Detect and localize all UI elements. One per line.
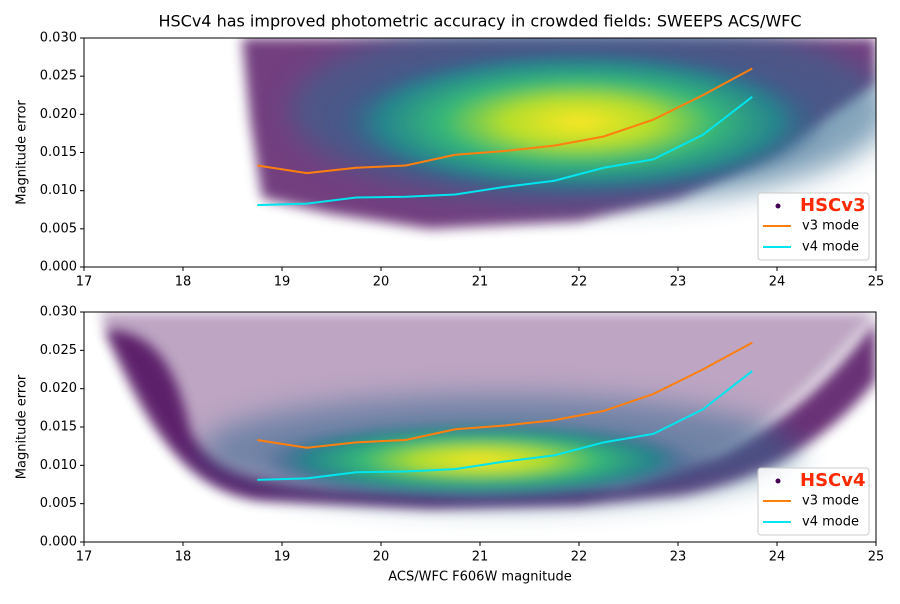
- x-tick-label: 23: [670, 550, 687, 565]
- series-line: [257, 341, 753, 449]
- legend-marker: [775, 478, 781, 484]
- legend-box: [757, 467, 870, 536]
- x-tick-label: 24: [769, 550, 786, 565]
- x-tick-label: 24: [769, 275, 786, 290]
- legend-marker: [775, 203, 781, 209]
- y-tick-label: 0.015: [40, 420, 77, 435]
- x-tick-label: 20: [373, 275, 390, 290]
- y-axis-label: Magnitude error: [15, 374, 30, 479]
- x-tick-label: 25: [868, 275, 885, 290]
- axes-frame: [83, 311, 877, 543]
- x-tick-label: 18: [175, 275, 192, 290]
- x-tick-label: 20: [373, 550, 390, 565]
- legend-label: v3 mode: [802, 219, 859, 234]
- legend-box: [757, 192, 870, 261]
- x-tick-label: 22: [571, 275, 588, 290]
- y-tick-label: 0.025: [40, 69, 77, 84]
- y-tick-label: 0.005: [40, 496, 77, 511]
- y-tick-label: 0.020: [40, 381, 77, 396]
- y-tick-label: 0.000: [40, 535, 77, 550]
- x-tick-label: 21: [472, 275, 489, 290]
- x-tick-label: 17: [76, 550, 93, 565]
- chart-title: HSCv4 has improved photometric accuracy …: [158, 12, 801, 31]
- y-tick-label: 0.030: [40, 31, 77, 46]
- y-tick-label: 0.010: [40, 458, 77, 473]
- x-tick-label: 23: [670, 275, 687, 290]
- x-tick-label: 19: [274, 550, 291, 565]
- series-line: [257, 95, 753, 207]
- y-tick-label: 0.015: [40, 145, 77, 160]
- y-axis-label: Magnitude error: [15, 100, 30, 205]
- x-tick-label: 21: [472, 550, 489, 565]
- legend-label: v3 mode: [802, 494, 859, 509]
- x-tick-label: 25: [868, 550, 885, 565]
- y-tick-label: 0.010: [40, 183, 77, 198]
- legend-label: v4 mode: [802, 515, 859, 530]
- x-tick-label: 18: [175, 550, 192, 565]
- x-tick-label: 17: [76, 275, 93, 290]
- legend-label: v4 mode: [802, 240, 859, 255]
- series-line: [257, 67, 753, 175]
- y-tick-label: 0.005: [40, 221, 77, 236]
- legend-label: HSCv3: [800, 195, 866, 216]
- y-tick-label: 0.025: [40, 343, 77, 358]
- y-tick-label: 0.030: [40, 305, 77, 320]
- axes-frame: [83, 37, 877, 268]
- legend-label: HSCv4: [800, 470, 866, 491]
- series-line: [257, 370, 753, 481]
- y-tick-label: 0.000: [40, 260, 77, 275]
- x-axis-label: ACS/WFC F606W magnitude: [388, 570, 572, 585]
- x-tick-label: 19: [274, 275, 291, 290]
- y-tick-label: 0.020: [40, 107, 77, 122]
- x-tick-label: 22: [571, 550, 588, 565]
